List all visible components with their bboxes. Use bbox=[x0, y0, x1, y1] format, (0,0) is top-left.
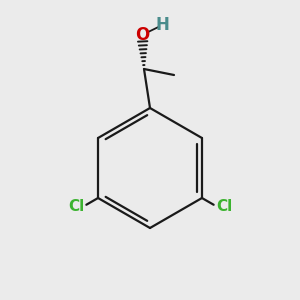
Text: Cl: Cl bbox=[68, 199, 84, 214]
Text: Cl: Cl bbox=[216, 199, 232, 214]
Text: O: O bbox=[135, 26, 150, 44]
Text: H: H bbox=[155, 16, 169, 34]
